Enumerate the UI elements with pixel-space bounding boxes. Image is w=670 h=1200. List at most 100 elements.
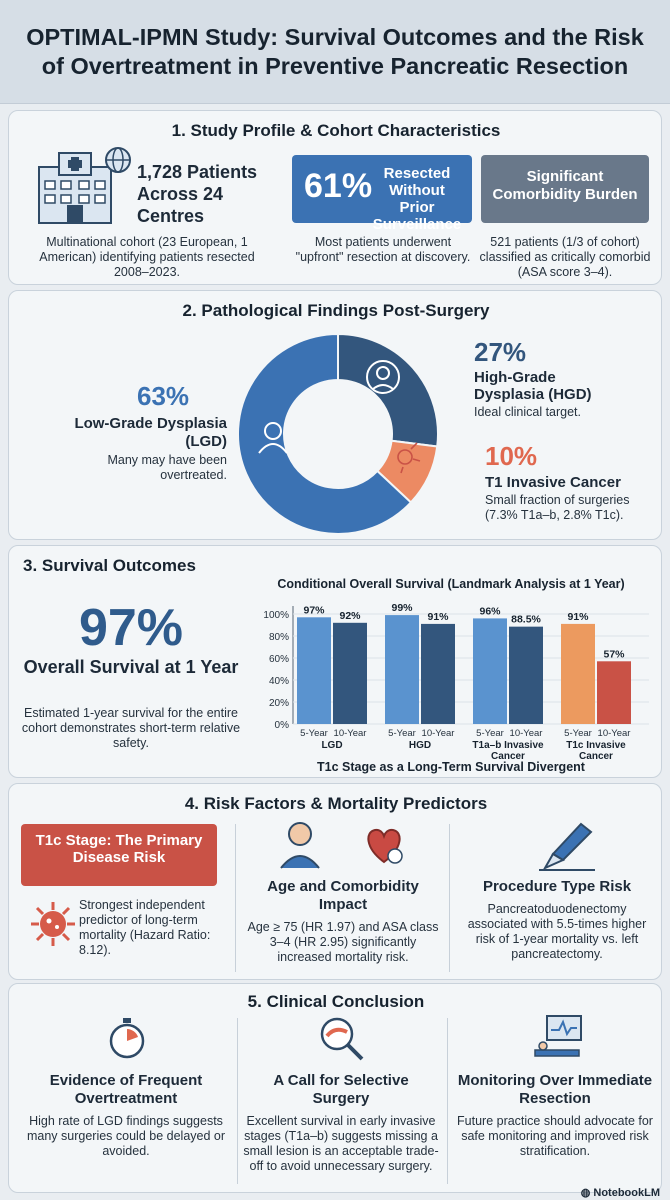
section-study-profile: 1. Study Profile & Cohort Characteristic…: [8, 110, 662, 285]
footer-brand-text: NotebookLM: [593, 1187, 660, 1199]
resected-box: 61% Resected Without Prior Surveillance: [292, 155, 472, 233]
doctor-icon: [366, 360, 400, 394]
cancer-percent: 10%: [485, 441, 538, 471]
conclusion-2-desc: Excellent survival in early invasive sta…: [243, 1114, 439, 1173]
divider: [237, 1018, 238, 1184]
notebooklm-logo-icon: ◍: [580, 1187, 594, 1199]
survival-percent: 97%: [78, 599, 184, 657]
bar-value-label: 57%: [603, 648, 625, 660]
x-tick-label: 5-Year: [300, 728, 328, 739]
donut-slice-hgd: [337, 332, 439, 448]
y-tick-label: 20%: [269, 698, 289, 709]
t1c-box: T1c Stage: The Primary Disease Risk: [21, 824, 217, 886]
header: OPTIMAL-IPMN Study: Survival Outcomes an…: [0, 0, 670, 104]
x-tick-label: 10-Year: [510, 728, 543, 739]
cancer-desc: Small fraction of surgeries (7.3% T1a–b,…: [485, 493, 630, 522]
hgd-label: High-Grade Dysplasia (HGD): [474, 369, 592, 403]
divider: [235, 824, 236, 972]
y-tick-label: 80%: [269, 632, 289, 643]
x-tick-label: 5-Year: [564, 728, 592, 739]
section-conclusion: 5. Clinical Conclusion Evidence of Frequ…: [8, 983, 662, 1193]
section-title: 5. Clinical Conclusion: [247, 992, 425, 1011]
y-tick-label: 0%: [275, 720, 290, 731]
bar-value-label: 88.5%: [511, 614, 541, 626]
chart-title: Conditional Overall Survival (Landmark A…: [277, 577, 624, 591]
scalpel-icon: [539, 822, 595, 871]
monitor-patient-icon: [534, 1015, 582, 1057]
divider: [449, 824, 450, 972]
bar-value-label: 92%: [339, 610, 361, 622]
stopwatch-icon: [109, 1018, 145, 1059]
bar: [385, 615, 419, 724]
bar-value-label: 99%: [391, 602, 413, 614]
resected-percent: 61%: [304, 167, 373, 205]
bar: [421, 623, 455, 724]
comorbidity-box: Significant Comorbidity Burden: [481, 155, 649, 223]
conclusion-1-label: Evidence of Frequent Overtreatment: [49, 1072, 203, 1107]
divider: [447, 1018, 448, 1184]
cancer-label: T1 Invasive Cancer: [485, 474, 621, 491]
x-tick-label: 5-Year: [388, 728, 416, 739]
patients-headline: 1,728 Patients Across 24 Centres: [137, 162, 258, 226]
group-label: T1c Invasive Cancer: [566, 740, 626, 762]
section-pathology: 2. Pathological Findings Post-Surgery 63…: [8, 290, 662, 540]
age-label: Age and Comorbidity Impact: [267, 878, 419, 913]
y-tick-label: 60%: [269, 654, 289, 665]
section-title: 4. Risk Factors & Mortality Predictors: [184, 794, 488, 813]
patient-icon: [258, 422, 288, 454]
conclusion-2-label: A Call for Selective Surgery: [273, 1072, 409, 1107]
donut-slice-lgd: [237, 332, 413, 535]
chart-caption: T1c Stage as a Long-Term Survival Diverg…: [317, 760, 586, 774]
survival-label: Overall Survival at 1 Year: [23, 657, 239, 677]
procedure-desc: Pancreatoduodenectomy associated with 5.…: [467, 902, 647, 961]
footer-brand: ◍ NotebookLM: [581, 1186, 660, 1199]
bar: [473, 618, 507, 724]
magnifier-pancreas-icon: [320, 1017, 364, 1061]
bar: [333, 622, 367, 724]
y-tick-label: 40%: [269, 676, 289, 687]
resected-label: Resected Without Prior Surveillance: [372, 165, 462, 233]
x-tick-label: 10-Year: [598, 728, 631, 739]
section-risk-factors: 4. Risk Factors & Mortality Predictors T…: [8, 783, 662, 980]
survival-desc: Estimated 1-year survival for the entire…: [21, 706, 241, 750]
bar: [561, 623, 595, 724]
resected-desc: Most patients underwent "upfront" resect…: [295, 235, 471, 264]
conclusion-3-desc: Future practice should advocate for safe…: [457, 1114, 653, 1158]
section-survival: 3. Survival Outcomes 97% Overall Surviva…: [8, 545, 662, 778]
conclusion-3-label: Monitoring Over Immediate Resection: [457, 1072, 653, 1107]
t1c-desc: Strongest independent predictor of long-…: [79, 898, 211, 957]
bar-value-label: 91%: [567, 611, 589, 623]
survival-bar-chart: Conditional Overall Survival (Landmark A…: [263, 577, 649, 774]
cancer-cell-icon: [397, 442, 421, 474]
procedure-label: Procedure Type Risk: [482, 878, 632, 895]
donut-chart: [237, 332, 439, 535]
elderly-patient-icon: [280, 822, 320, 869]
comorbidity-desc: 521 patients (1/3 of cohort) classified …: [479, 235, 651, 279]
lgd-label: Low-Grade Dysplasia (LGD): [74, 415, 227, 450]
hgd-desc: Ideal clinical target.: [474, 405, 582, 419]
section-title: 3. Survival Outcomes: [23, 556, 196, 575]
group-label: LGD: [321, 740, 342, 751]
bar: [597, 661, 631, 724]
virus-icon: [31, 902, 75, 946]
x-tick-label: 10-Year: [334, 728, 367, 739]
lgd-percent: 63%: [137, 381, 190, 411]
section-title: 1. Study Profile & Cohort Characteristic…: [171, 121, 501, 140]
hospital-icon: [38, 152, 112, 224]
page-title: OPTIMAL-IPMN Study: Survival Outcomes an…: [26, 23, 644, 79]
section-title: 2. Pathological Findings Post-Surgery: [182, 301, 490, 320]
x-tick-label: 5-Year: [476, 728, 504, 739]
bar-value-label: 91%: [427, 611, 449, 623]
globe-icon: [105, 147, 131, 173]
heart-icon: [367, 828, 403, 864]
conclusion-1-desc: High rate of LGD findings suggests many …: [26, 1114, 226, 1158]
bar-value-label: 97%: [303, 604, 325, 616]
age-desc: Age ≥ 75 (HR 1.97) and ASA class 3–4 (HR…: [247, 920, 439, 964]
bar: [297, 617, 331, 724]
hgd-percent: 27%: [474, 337, 527, 367]
group-label: T1a–b Invasive Cancer: [472, 740, 544, 762]
x-tick-label: 10-Year: [422, 728, 455, 739]
lgd-desc: Many may have been overtreated.: [107, 453, 227, 482]
bar: [509, 626, 543, 724]
bar-value-label: 96%: [479, 605, 501, 617]
